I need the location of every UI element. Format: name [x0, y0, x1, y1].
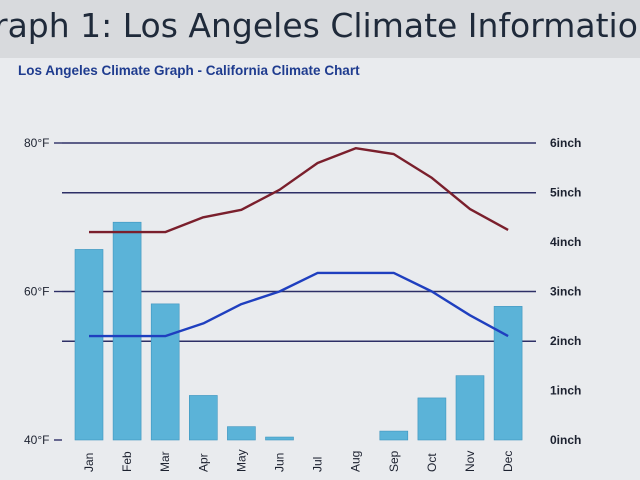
precip-bar — [74, 249, 104, 441]
chart-title: Los Angeles Climate Graph - California C… — [18, 63, 360, 78]
month-label: Mar — [158, 451, 172, 472]
precip-bar — [265, 436, 294, 441]
month-label: Apr — [196, 453, 210, 472]
high-temp-line — [89, 146, 509, 234]
left-axis-tick-label: 60°F — [24, 285, 49, 299]
month-label: Feb — [120, 451, 134, 472]
right-axis-tick-label: 1inch — [550, 384, 581, 398]
precip-bar — [227, 426, 256, 441]
right-axis-tick-label: 4inch — [550, 235, 581, 249]
precip-bar — [417, 397, 447, 441]
precip-bar — [189, 395, 218, 441]
precip-bar — [379, 430, 409, 441]
left-axis-tick-label: 40°F — [24, 433, 49, 447]
month-label: May — [234, 449, 248, 472]
slide-title: raph 1: Los Angeles Climate Information — [0, 6, 640, 45]
month-label: Dec — [501, 451, 515, 472]
month-label: Sep — [387, 450, 401, 472]
axis-labels: 40°F 60°F 80°F 0inch 1inch 2inch 3inch 4inch 5in… — [24, 136, 581, 472]
right-axis-tick-label: 2inch — [550, 334, 581, 348]
precip-bar — [493, 306, 523, 441]
right-axis-tick-label: 6inch — [550, 136, 581, 150]
month-label: Aug — [349, 451, 363, 472]
right-axis-tick-label: 3inch — [550, 285, 581, 299]
month-label: Nov — [463, 451, 477, 472]
low-temp-line — [89, 271, 509, 338]
right-axis-tick-label: 5inch — [550, 186, 581, 200]
precipitation-bars — [74, 221, 523, 441]
precip-bar — [455, 375, 485, 441]
month-label: Jun — [273, 453, 287, 472]
precip-bar — [150, 303, 180, 441]
month-label: Jan — [82, 453, 96, 472]
chart-panel — [0, 58, 640, 480]
temperature-lines — [89, 146, 509, 338]
precip-bar — [112, 221, 142, 441]
month-label: Jul — [311, 457, 325, 472]
left-axis-tick-label: 80°F — [24, 136, 49, 150]
right-axis-tick-label: 0inch — [550, 433, 581, 447]
month-label: Oct — [425, 453, 439, 472]
